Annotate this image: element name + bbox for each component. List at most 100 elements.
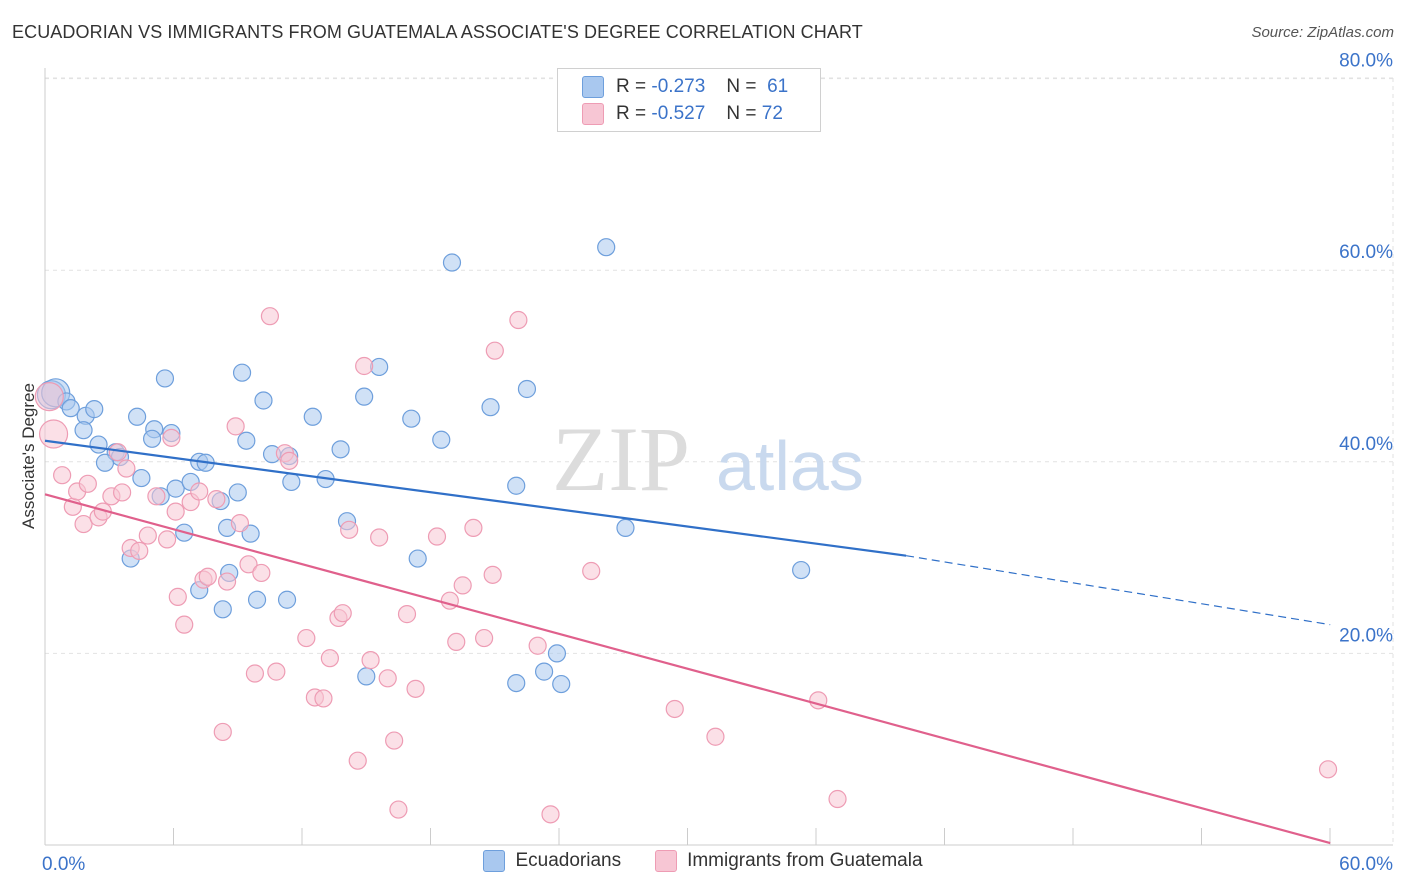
point-ecuadorian [355, 387, 374, 406]
series-legend: Ecuadorians Immigrants from Guatemala [0, 850, 1406, 872]
point-guatemala [198, 567, 217, 586]
point-ecuadorian [61, 399, 80, 418]
point-guatemala [1318, 760, 1338, 779]
point-guatemala [385, 731, 404, 750]
point-guatemala [138, 526, 157, 545]
watermark: ZIP atlas [552, 408, 864, 510]
point-ecuadorian [282, 472, 301, 492]
point-ecuadorian [143, 429, 162, 448]
point-guatemala [166, 502, 185, 521]
point-guatemala [297, 628, 316, 648]
legend-item-guatemala[interactable]: Immigrants from Guatemala [655, 850, 923, 872]
point-ecuadorian [128, 407, 147, 426]
point-guatemala [389, 800, 408, 819]
point-guatemala [252, 563, 271, 583]
point-guatemala [475, 628, 494, 648]
y-tick-label: 20.0% [1339, 625, 1393, 646]
point-ecuadorian [247, 590, 267, 609]
point-guatemala [348, 751, 367, 770]
point-guatemala [406, 679, 425, 698]
point-guatemala [168, 587, 187, 606]
point-guatemala [217, 572, 237, 591]
point-guatemala [340, 520, 359, 539]
point-guatemala [361, 651, 380, 670]
point-ecuadorian [597, 238, 616, 257]
point-guatemala [113, 483, 132, 502]
point-guatemala [267, 662, 286, 681]
trend-line-ecuadorians [44, 439, 907, 557]
point-ecuadorian [166, 479, 185, 498]
point-guatemala [190, 482, 209, 501]
point-guatemala [427, 527, 447, 546]
r-value: -0.527 [651, 103, 706, 124]
point-guatemala [230, 514, 250, 533]
point-ecuadorian [534, 662, 554, 681]
legend-swatch-blue [483, 850, 506, 872]
point-ecuadorian [85, 400, 104, 419]
point-guatemala [483, 565, 502, 584]
axes [44, 68, 1393, 846]
r-value: -0.273 [651, 76, 706, 97]
series-ecuadorians-points [36, 238, 811, 694]
point-ecuadorian [481, 398, 500, 417]
point-guatemala [485, 341, 504, 360]
point-guatemala [245, 664, 265, 683]
point-guatemala [397, 605, 417, 624]
point-guatemala [34, 382, 64, 412]
point-guatemala [53, 466, 72, 485]
legend-label: Ecuadorians [515, 850, 622, 871]
point-ecuadorian [408, 549, 427, 568]
legend-swatch-pink [655, 850, 678, 872]
series-guatemala-points [34, 307, 1338, 824]
point-guatemala [665, 699, 684, 719]
point-guatemala [314, 689, 333, 708]
r-label: R = [616, 103, 647, 124]
point-guatemala [162, 428, 181, 447]
point-ecuadorian [331, 440, 350, 459]
point-ecuadorian [402, 409, 421, 428]
point-ecuadorian [357, 667, 376, 686]
point-guatemala [509, 310, 528, 330]
point-ecuadorian [616, 518, 635, 538]
point-guatemala [582, 561, 601, 581]
point-ecuadorian [507, 673, 526, 693]
legend-swatch-blue [582, 76, 604, 98]
point-guatemala [447, 632, 466, 652]
point-ecuadorian [507, 476, 526, 495]
point-guatemala [528, 636, 547, 655]
point-ecuadorian [277, 590, 297, 609]
point-guatemala [378, 669, 397, 688]
point-guatemala [464, 518, 483, 538]
point-guatemala [355, 356, 374, 376]
point-ecuadorian [155, 369, 175, 388]
point-ecuadorian [237, 431, 256, 450]
point-ecuadorian [792, 560, 811, 580]
legend-item-ecuadorians[interactable]: Ecuadorians [483, 850, 621, 872]
point-ecuadorian [89, 435, 108, 454]
point-guatemala [453, 576, 472, 595]
trend-lines [44, 439, 1331, 845]
y-tick-label: 60.0% [1339, 242, 1393, 263]
point-ecuadorian [442, 253, 462, 272]
point-guatemala [260, 307, 280, 326]
point-guatemala [370, 528, 389, 547]
point-guatemala [239, 555, 258, 574]
point-ecuadorian [254, 391, 273, 410]
point-ecuadorian [232, 363, 252, 382]
r-label: R = [616, 76, 647, 97]
point-guatemala [207, 490, 226, 509]
n-value: 72 [761, 103, 783, 124]
point-ecuadorian [517, 379, 537, 399]
watermark-zip: ZIP [552, 408, 690, 510]
legend-swatch-pink [582, 103, 604, 125]
n-label: N = [726, 103, 757, 124]
trend-line-ecuadorians-extension [905, 555, 1331, 626]
point-ecuadorian [95, 453, 115, 472]
point-guatemala [117, 459, 136, 478]
stats-legend: R = -0.273 N = 61 R = -0.527 N = 72 [557, 68, 821, 132]
point-guatemala [130, 541, 149, 560]
point-guatemala [706, 727, 725, 746]
point-ecuadorian [552, 674, 571, 694]
point-ecuadorian [303, 407, 322, 426]
point-ecuadorian [547, 644, 567, 663]
